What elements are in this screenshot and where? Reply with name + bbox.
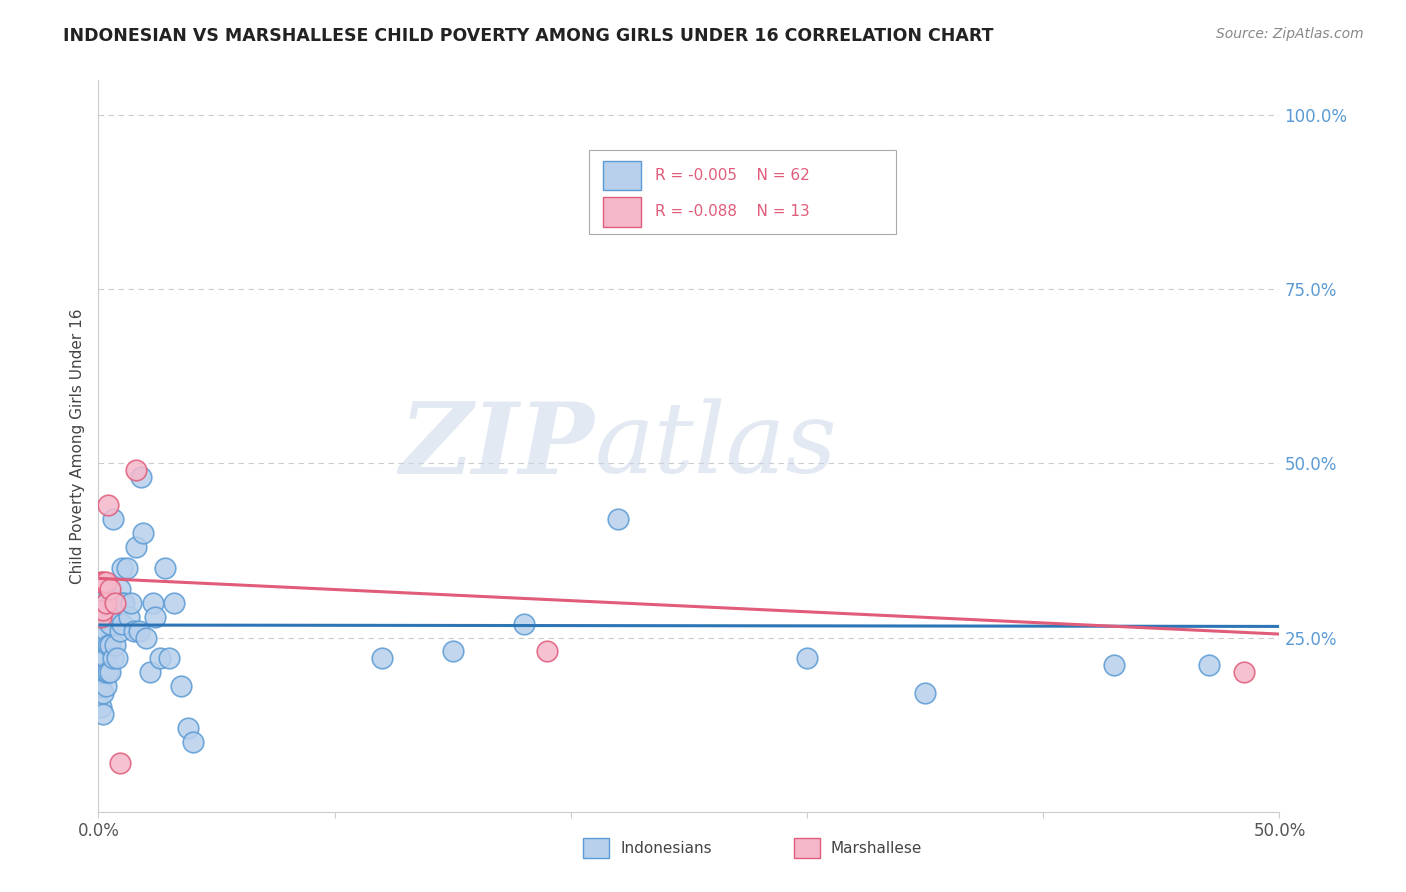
Point [91,603,114,617]
Point [90,609,112,624]
Point [914,686,936,700]
Point [108,582,131,596]
Point [90,631,112,645]
Text: ZIP: ZIP [399,398,595,494]
Point [101,596,124,610]
Point [108,624,131,638]
Point [101,651,124,665]
Point [105,609,128,624]
FancyBboxPatch shape [589,150,896,234]
Point [111,561,134,575]
Point [796,651,818,665]
Point [125,540,148,554]
Point [94,665,117,680]
Point [371,651,394,665]
Text: atlas: atlas [595,399,837,493]
Point [94,596,117,610]
Point [441,644,464,658]
Point [149,651,172,665]
Point [91,631,114,645]
Text: R = -0.005    N = 62: R = -0.005 N = 62 [655,168,810,183]
Point [112,596,135,610]
Point [163,596,186,610]
Point [97,638,120,652]
Y-axis label: Child Poverty Among Girls Under 16: Child Poverty Among Girls Under 16 [69,309,84,583]
Text: Marshallese: Marshallese [831,841,922,855]
Point [128,624,150,638]
Point [1102,658,1125,673]
Point [98,616,121,631]
Point [139,665,162,680]
Point [108,756,131,770]
Point [91,686,114,700]
Point [125,463,148,477]
Point [97,498,120,512]
Bar [603,197,641,227]
Point [94,624,117,638]
Point [1198,658,1220,673]
Point [104,638,127,652]
Point [98,638,121,652]
Point [91,665,114,680]
Point [153,561,176,575]
Text: Indonesians: Indonesians [620,841,711,855]
Point [170,679,193,693]
Bar [603,161,641,190]
Point [101,512,124,526]
Point [143,609,166,624]
Point [115,561,138,575]
Point [111,616,134,631]
Point [129,470,152,484]
Text: R = -0.088    N = 13: R = -0.088 N = 13 [655,204,810,219]
Point [118,609,141,624]
Point [90,700,112,714]
Point [142,596,165,610]
Point [132,526,155,541]
Point [94,574,117,589]
Point [97,665,120,680]
Point [90,679,112,693]
Point [97,609,120,624]
Point [90,651,112,665]
Point [181,735,204,749]
Point [157,651,180,665]
Point [98,665,121,680]
Point [111,596,134,610]
Point [607,512,630,526]
Point [1233,665,1256,680]
Point [177,721,200,735]
Point [94,596,117,610]
Point [135,631,157,645]
Point [91,574,114,589]
Point [104,596,127,610]
Point [536,644,558,658]
Point [90,574,112,589]
Point [512,616,534,631]
Point [94,651,117,665]
Point [122,624,145,638]
Point [121,596,143,610]
Point [94,679,117,693]
Point [104,596,127,610]
Point [91,707,114,722]
Point [90,665,112,680]
Text: Source: ZipAtlas.com: Source: ZipAtlas.com [1216,27,1364,41]
Text: INDONESIAN VS MARSHALLESE CHILD POVERTY AMONG GIRLS UNDER 16 CORRELATION CHART: INDONESIAN VS MARSHALLESE CHILD POVERTY … [63,27,994,45]
Point [97,582,120,596]
Point [105,651,128,665]
Point [91,651,114,665]
Point [98,582,121,596]
